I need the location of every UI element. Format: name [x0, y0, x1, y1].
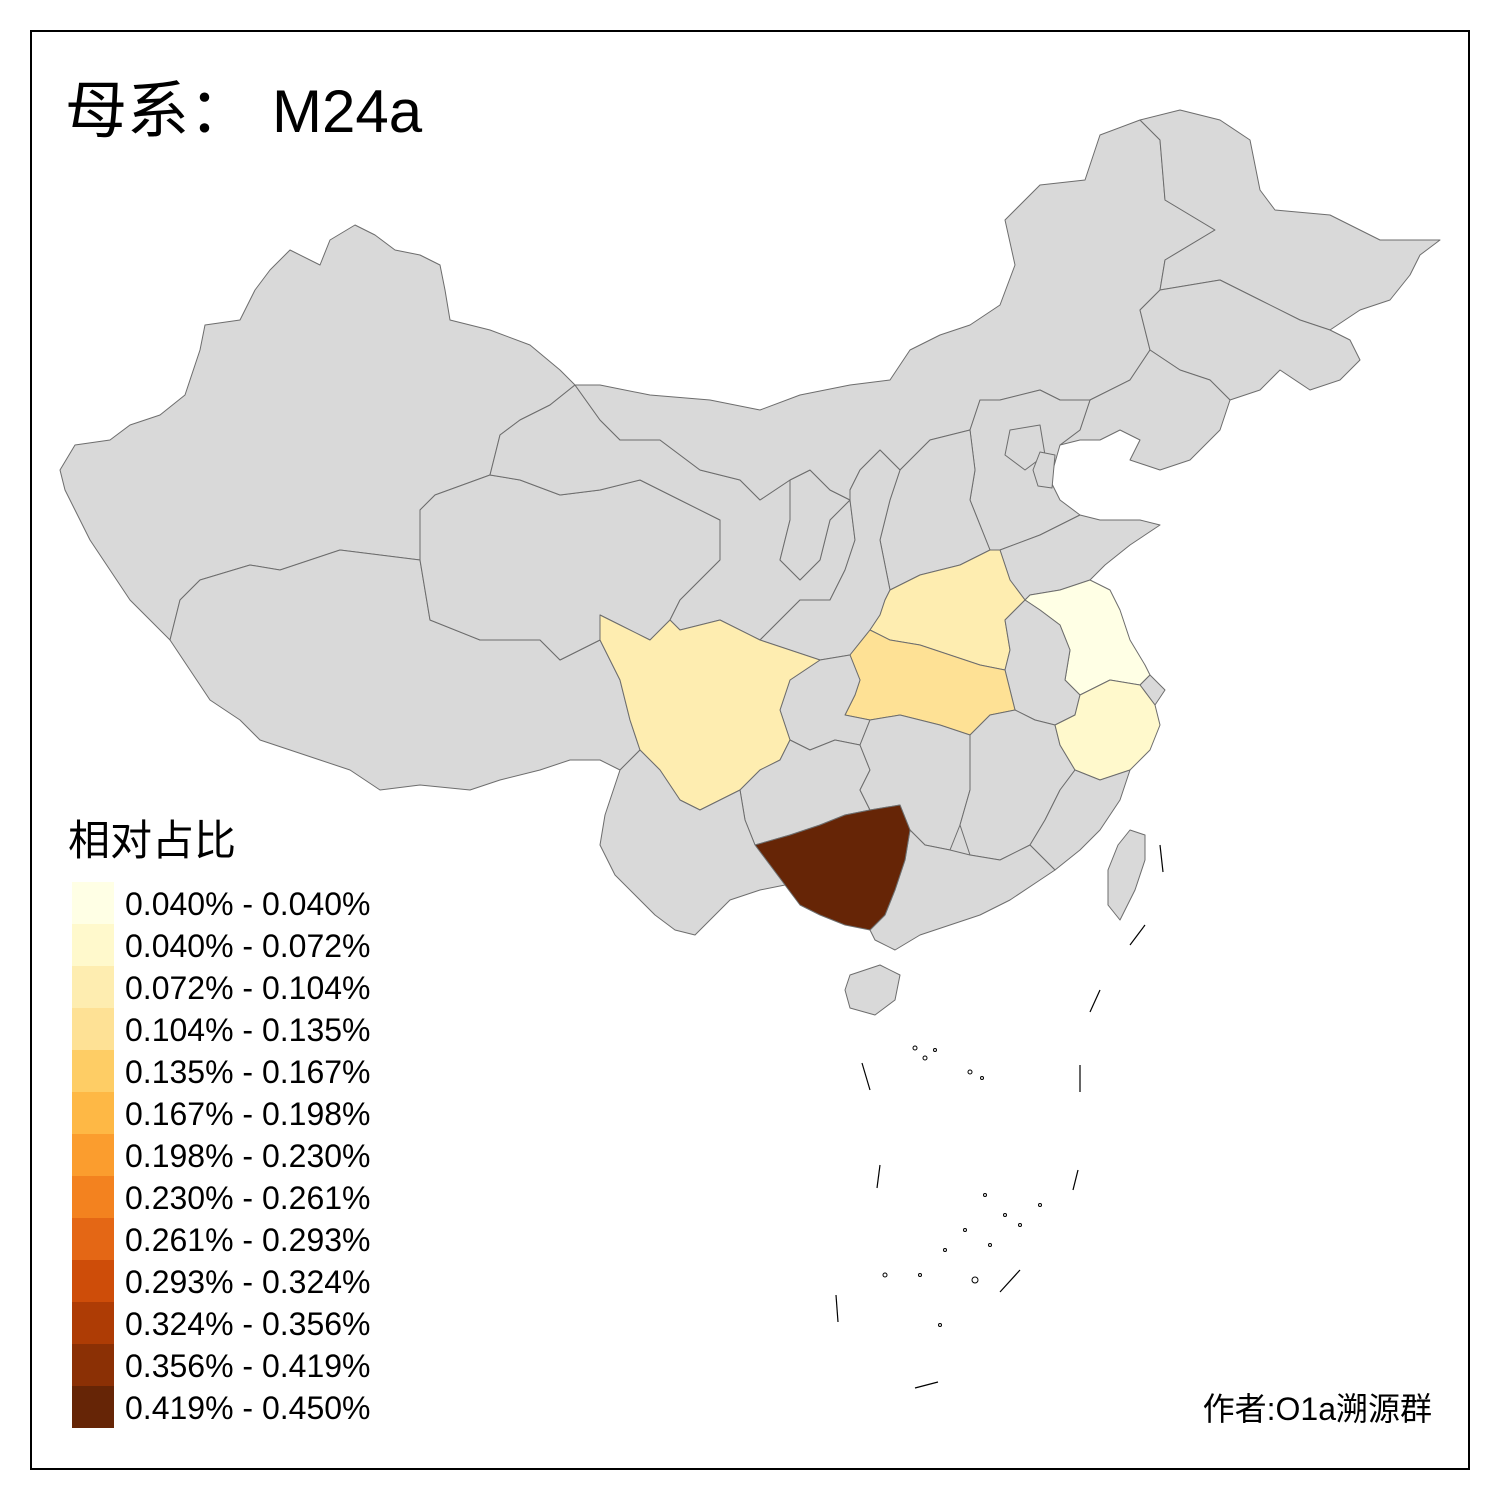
legend-swatch	[72, 966, 114, 1008]
boundary-dash	[861, 1062, 871, 1091]
legend-swatch	[72, 1218, 114, 1260]
legend-label: 0.261% - 0.293%	[125, 1222, 371, 1258]
boundary-dash	[1072, 1169, 1079, 1191]
boundary-dash	[999, 1269, 1021, 1293]
legend-swatch	[72, 924, 114, 966]
islet	[938, 1323, 942, 1327]
legend-label: 0.104% - 0.135%	[125, 1012, 371, 1048]
legend-label: 0.324% - 0.356%	[125, 1306, 371, 1342]
boundary-dash	[1129, 924, 1146, 946]
islet	[922, 1055, 928, 1061]
china-map	[59, 109, 1441, 1016]
boundary-dash	[876, 1164, 881, 1189]
islet	[1038, 1203, 1042, 1207]
legend-label: 0.072% - 0.104%	[125, 970, 371, 1006]
province-yunnan	[599, 749, 786, 936]
south-china-sea-islands	[882, 1045, 1042, 1327]
islet	[988, 1243, 992, 1247]
map-frame	[30, 30, 1470, 1470]
legend-swatch	[72, 1302, 114, 1344]
author-credit: 作者:O1a溯源群	[1203, 1391, 1432, 1427]
province-hainan	[844, 964, 901, 1016]
legend-swatch	[72, 1260, 114, 1302]
province-fujian	[1029, 769, 1131, 871]
legend-swatch	[72, 882, 114, 924]
islet	[943, 1248, 947, 1252]
islet	[963, 1228, 967, 1232]
legend-swatch	[72, 1008, 114, 1050]
province-heilongjiang	[1139, 109, 1441, 331]
boundary-dash	[835, 1294, 839, 1323]
islet	[912, 1045, 918, 1051]
islet	[882, 1272, 888, 1278]
province-guangxi	[754, 804, 911, 931]
province-tianjin	[1032, 451, 1056, 489]
legend-label: 0.293% - 0.324%	[125, 1264, 371, 1300]
legend-label: 0.198% - 0.230%	[125, 1138, 371, 1174]
legend-swatch	[72, 1176, 114, 1218]
islet	[918, 1273, 922, 1277]
legend: 相对占比 0.040% - 0.040% 0.040% - 0.072% 0.072…	[68, 816, 371, 1428]
legend-swatch	[72, 1134, 114, 1176]
islet	[1018, 1223, 1022, 1227]
legend-swatch	[72, 1050, 114, 1092]
legend-label: 0.167% - 0.198%	[125, 1096, 371, 1132]
islet	[933, 1048, 937, 1052]
boundary-dash	[1159, 844, 1164, 873]
legend-swatch	[72, 1092, 114, 1134]
province-liaoning	[1059, 349, 1231, 471]
page-title: 母系： M24a	[65, 74, 423, 147]
islet	[967, 1069, 973, 1075]
legend-swatch	[72, 1386, 114, 1428]
islet	[980, 1076, 984, 1080]
legend-label: 0.040% - 0.072%	[125, 928, 371, 964]
boundary-dash	[914, 1381, 939, 1389]
boundary-dash	[1089, 989, 1101, 1013]
islet	[971, 1276, 979, 1284]
legend-title: 相对占比	[68, 816, 236, 865]
legend-label: 0.135% - 0.167%	[125, 1054, 371, 1090]
south-china-sea-boundary	[835, 844, 1164, 1389]
title-haplogroup: M24a	[272, 78, 423, 145]
legend-swatch	[72, 1344, 114, 1386]
title-prefix: 母系：	[65, 74, 251, 147]
islet	[1003, 1213, 1007, 1217]
legend-label: 0.040% - 0.040%	[125, 886, 371, 922]
islet	[983, 1193, 987, 1197]
legend-label: 0.230% - 0.261%	[125, 1180, 371, 1216]
legend-rows: 0.040% - 0.040% 0.040% - 0.072% 0.072% - 0…	[72, 882, 371, 1428]
province-taiwan	[1107, 829, 1146, 921]
province-beijing	[1004, 424, 1046, 471]
legend-label: 0.356% - 0.419%	[125, 1348, 371, 1384]
legend-label: 0.419% - 0.450%	[125, 1390, 371, 1426]
